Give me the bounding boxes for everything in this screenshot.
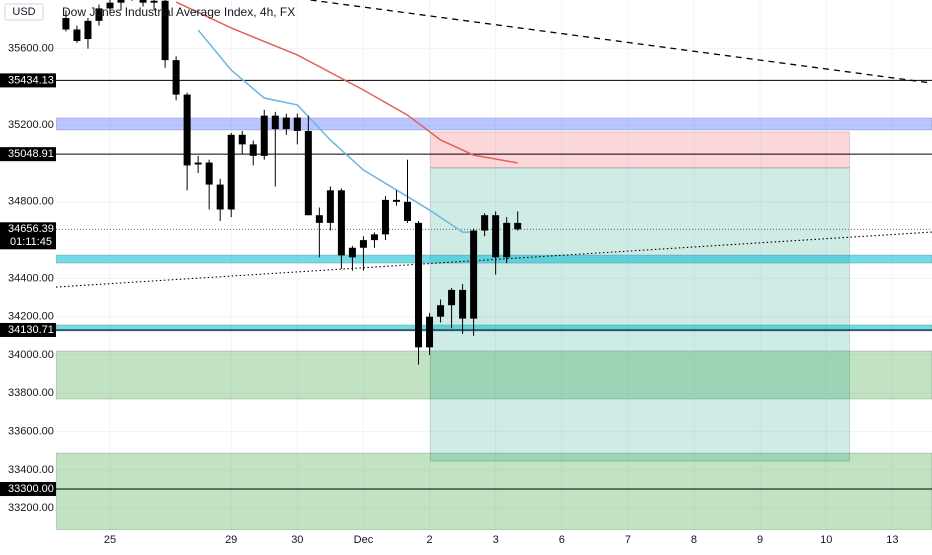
candle-body: [470, 230, 478, 319]
candle-body: [271, 115, 279, 130]
candle-body: [448, 289, 456, 306]
zone: [56, 324, 932, 332]
candle-body: [95, 8, 103, 21]
candle-body: [415, 222, 423, 348]
y-tick-label: 33800.00: [8, 387, 54, 399]
candle-body: [503, 222, 511, 258]
candle-body: [459, 289, 467, 319]
candle-body: [381, 199, 389, 235]
x-tick-label: 9: [757, 534, 763, 546]
candle-body: [216, 184, 224, 210]
candle-body: [260, 115, 268, 156]
candle-body: [304, 130, 312, 216]
candle-body: [437, 305, 445, 317]
zone: [430, 131, 850, 169]
candle-body: [117, 0, 125, 3]
candle-body: [404, 201, 412, 221]
candle-body: [84, 20, 92, 40]
x-tick-label: 6: [559, 534, 565, 546]
price-tag-label: 34656.39: [8, 223, 54, 235]
moving-average: [175, 1, 518, 164]
candle-body: [514, 222, 522, 230]
candle-body: [183, 94, 191, 166]
price-tag: [0, 147, 56, 162]
x-tick-label: 3: [493, 534, 499, 546]
candle-body: [282, 117, 290, 130]
candle-body: [315, 215, 323, 223]
trend-line: [310, 0, 932, 84]
x-tick-label: 30: [291, 534, 303, 546]
y-tick-label: 34800.00: [8, 196, 54, 208]
candle-body: [150, 0, 158, 3]
x-tick-label: 8: [691, 534, 697, 546]
y-tick-label: 33200.00: [8, 502, 54, 514]
price-tag-label: 35048.91: [8, 148, 54, 160]
y-tick-label: 35600.00: [8, 43, 54, 55]
x-tick-label: 25: [104, 534, 116, 546]
candle-body: [227, 134, 235, 210]
candle-body: [194, 162, 202, 165]
candle-body: [481, 215, 489, 231]
y-tick-label: 33400.00: [8, 464, 54, 476]
price-axis: [0, 0, 56, 530]
currency-box: [4, 3, 44, 21]
candle-body: [238, 134, 246, 145]
x-tick-label: 29: [225, 534, 237, 546]
x-tick-label: 7: [625, 534, 631, 546]
price-tag-label: 35434.13: [8, 74, 54, 86]
candle-body: [337, 190, 345, 256]
price-tag-label: 34130.71: [8, 324, 54, 336]
candle-body: [348, 247, 356, 258]
price-tag: [0, 73, 56, 88]
candle-body: [205, 162, 213, 185]
price-tag: [0, 482, 56, 497]
price-tag: [0, 322, 56, 337]
candle-body: [139, 0, 147, 3]
price-tag-label: 33300.00: [8, 483, 54, 495]
countdown: 01:11:45: [10, 236, 52, 248]
candle-body: [172, 60, 180, 95]
x-tick-label: 10: [820, 534, 832, 546]
candle-body: [106, 2, 114, 9]
y-tick-label: 34400.00: [8, 272, 54, 284]
y-tick-label: 34200.00: [8, 311, 54, 323]
candle-body: [249, 144, 257, 156]
x-tick-label: 2: [426, 534, 432, 546]
candle-body: [392, 199, 400, 202]
moving-average: [197, 29, 474, 233]
zone: [56, 350, 932, 400]
y-tick-label: 35200.00: [8, 119, 54, 131]
candle-body: [293, 117, 301, 131]
candle-body: [326, 190, 334, 223]
zone: [430, 167, 850, 462]
candle-body: [359, 240, 367, 248]
candle-body: [370, 234, 378, 241]
x-tick-label: Dec: [354, 534, 374, 546]
plot-area: [56, 0, 932, 530]
candle-body: [62, 17, 70, 30]
candle-body: [492, 215, 500, 258]
candle-body: [73, 29, 81, 41]
x-tick-label: 13: [886, 534, 898, 546]
y-tick-label: 34000.00: [8, 349, 54, 361]
price-tag: [0, 222, 56, 250]
chart-title: Dow Jones Industrial Average Index, 4h, …: [62, 5, 295, 19]
axes: 25 29 30 Dec 2 3 6 7 8 9 10 13 35600.00 35200.00 34800…: [0, 43, 898, 546]
candle-body: [426, 316, 434, 348]
y-tick-label: 33600.00: [8, 425, 54, 437]
zone: [56, 452, 932, 530]
candle-body: [161, 0, 169, 61]
currency: USD: [12, 6, 35, 18]
